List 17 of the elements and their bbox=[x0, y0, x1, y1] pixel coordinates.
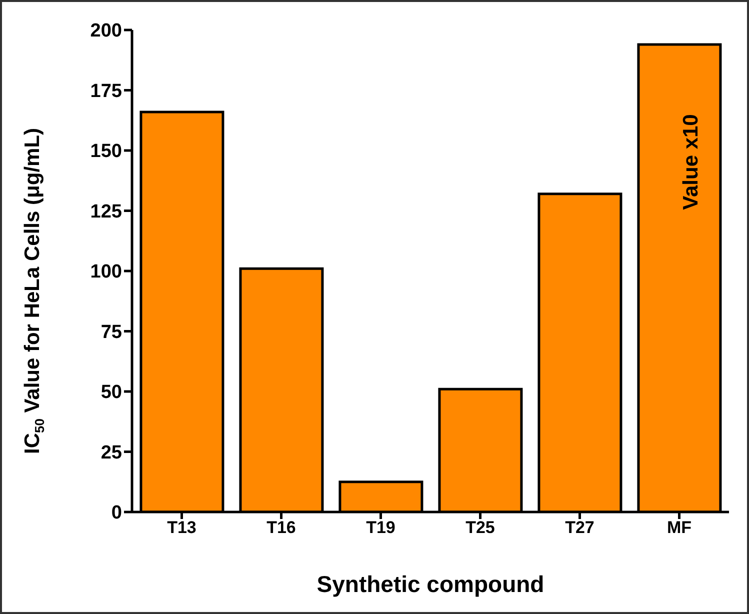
x-axis-title: Synthetic compound bbox=[316, 571, 544, 597]
x-tick-label: T16 bbox=[266, 518, 296, 538]
x-tick-label: T19 bbox=[366, 518, 396, 538]
y-tick-label: 125 bbox=[90, 201, 122, 222]
x-tick-label: T27 bbox=[565, 518, 594, 538]
x-tick-label: T25 bbox=[466, 518, 495, 538]
y-tick-label: 50 bbox=[100, 382, 122, 404]
y-tick-label: 75 bbox=[100, 322, 122, 343]
y-tick-label: 100 bbox=[90, 262, 122, 283]
x-tick-label: T13 bbox=[167, 518, 196, 538]
y-tick-label: 25 bbox=[100, 442, 122, 464]
y-tick-label: 0 bbox=[111, 502, 122, 524]
y-tick-label: 150 bbox=[90, 141, 122, 162]
annotation: Value x10 bbox=[680, 114, 702, 210]
y-tick-label: 175 bbox=[90, 80, 122, 102]
y-tick-label: 200 bbox=[90, 20, 122, 42]
x-tick-label: MF bbox=[666, 518, 692, 538]
